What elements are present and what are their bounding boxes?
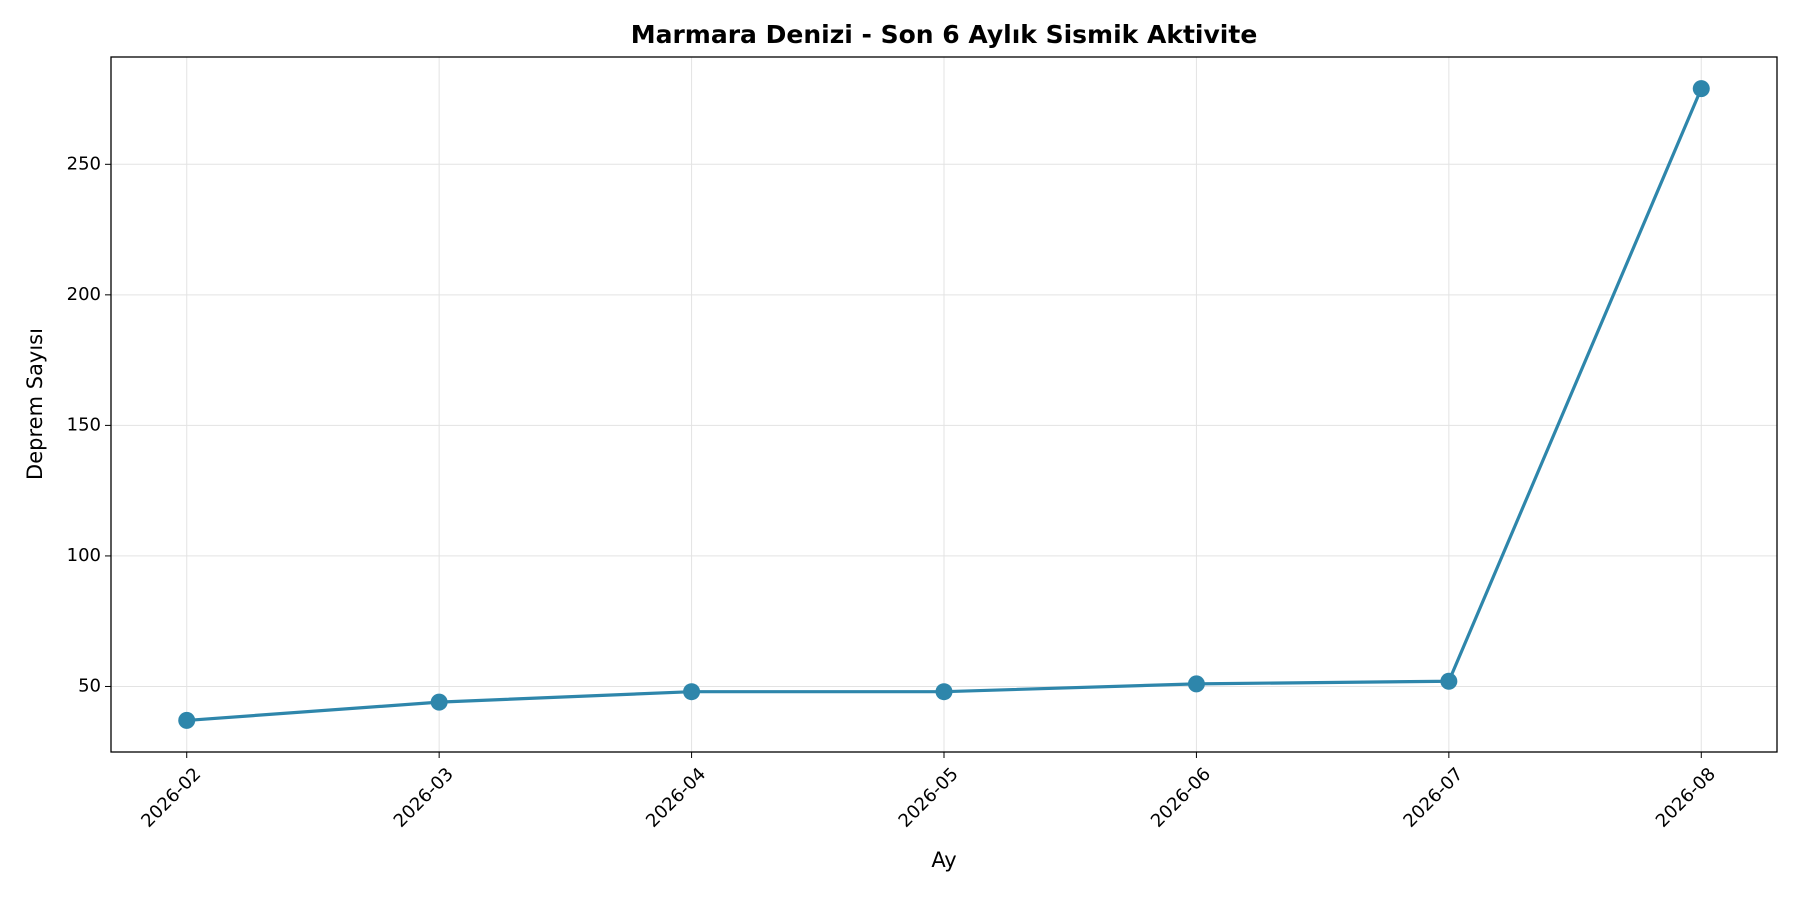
x-tick-label: 2026-07: [1399, 764, 1467, 832]
data-point: [1187, 675, 1205, 693]
data-point: [178, 711, 196, 729]
x-tick-label: 2026-03: [390, 764, 458, 832]
x-tick-label: 2026-04: [642, 764, 710, 832]
data-point: [935, 683, 953, 701]
data-point: [683, 683, 701, 701]
y-tick-label: 200: [67, 284, 101, 305]
x-tick-label: 2026-06: [1147, 764, 1215, 832]
chart-title: Marmara Denizi - Son 6 Aylık Sismik Akti…: [631, 20, 1258, 49]
x-tick-label: 2026-05: [895, 764, 963, 832]
y-tick-label: 50: [78, 675, 101, 696]
plot-frame: [110, 56, 1778, 753]
data-point: [430, 693, 448, 711]
data-point: [1692, 80, 1710, 98]
y-tick-label: 100: [67, 545, 101, 566]
x-axis-label: Ay: [931, 848, 956, 872]
x-tick-label: 2026-02: [137, 764, 205, 832]
x-tick-label: 2026-08: [1652, 764, 1720, 832]
y-tick-label: 150: [67, 414, 101, 435]
data-point: [1440, 672, 1458, 690]
y-tick-label: 250: [67, 153, 101, 174]
y-axis-label: Deprem Sayısı: [23, 328, 47, 480]
